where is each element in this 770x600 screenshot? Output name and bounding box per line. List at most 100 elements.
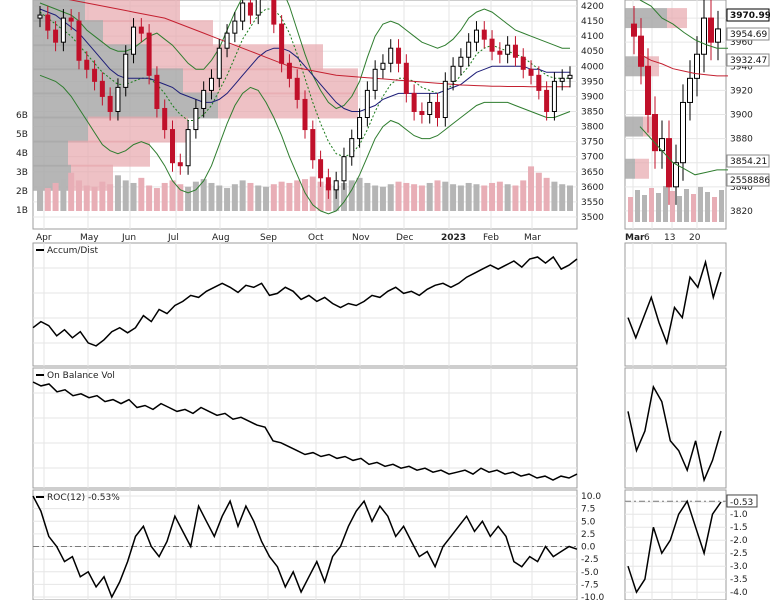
vbp-bar-down [103,20,213,47]
zoom-volume-bar [656,193,661,222]
volume-bar [153,188,160,211]
volume-bar [520,180,527,211]
accum-dist-panel-frame [32,242,578,367]
volume-tick-label: 4B [16,149,28,159]
volume-bar [426,182,433,211]
candle-body [162,107,168,131]
candle-body [388,47,394,64]
volume-bar [356,177,363,211]
volume-bar [146,185,153,211]
price-tick-label: 3900 [581,92,604,102]
candle-body [544,89,550,112]
candle-body [489,38,495,52]
candle-body [99,80,105,97]
volume-bar [535,172,542,211]
candle-body [131,26,137,55]
zoom-date-label: 6 [644,233,650,243]
volume-bar [185,186,192,211]
zoom-volume-bar [684,189,689,222]
zoom-date-label: 13 [664,233,675,243]
zoom-candle-body [680,101,686,164]
roc-zoom-tick-label: -2.0 [730,536,748,546]
zoom-vbp-bar-up [625,8,667,29]
roc-zoom-tick-label: -0.53 [730,498,753,508]
candle-body [419,110,425,115]
price-tick-label: 4200 [581,2,604,12]
volume-bar [122,180,129,211]
volume-bar [216,185,223,211]
roc-legend: ROC(12) -0.53% [47,493,120,503]
zoom-price-tick-label: 3940 [730,62,753,72]
price-tag-box [726,27,770,41]
zoom-price-tick-label: 3820 [730,207,753,217]
volume-bar [403,182,410,211]
candle-body [146,32,152,76]
volume-tick-label: 6B [16,111,28,121]
candle-body [357,117,363,140]
vbp-bar-up [33,92,218,119]
price-tick-label: 3750 [581,138,604,148]
volume-tick-label: 1B [16,206,28,216]
candle-body [364,89,370,119]
zoom-candle-body [631,23,637,37]
volume-bar [83,185,90,211]
accum-dist-legend: Accum/Dist [47,246,99,256]
candle-body [255,0,261,16]
candle-body [53,29,59,43]
volume-bar [379,186,386,211]
zoom-candle-body [715,28,721,43]
sma-mid-line [39,8,570,112]
candle-body [349,138,355,158]
volume-bar [489,182,496,211]
candle-body [170,129,175,164]
month-label: Dec [396,233,413,243]
zoom-volume-bar [719,190,724,222]
candle-body [325,177,331,191]
roc-zoom-tick-label: -3.5 [730,575,748,585]
candle-body [201,89,207,109]
candle-body [302,98,308,131]
roc-tick-label: -2.5 [581,555,599,565]
volume-bar [309,176,316,211]
candle-body [216,47,222,79]
candle-body [115,86,121,112]
volume-bar [348,180,355,211]
volume-bar [528,166,535,211]
volume-bar [231,184,238,211]
candle-body [279,23,285,64]
price-tick-label: 3600 [581,183,604,193]
candle-body [442,80,448,119]
volume-bar [239,180,246,211]
zoom-volume-bar [677,196,682,222]
candle-body [333,180,339,191]
sma-slow-line [68,0,570,88]
roc-last-box [726,494,758,508]
candle-body [76,20,82,61]
volume-bar [504,184,511,211]
volume-by-price-group [33,0,358,191]
volume-bar [567,185,573,211]
zoom-bollinger-lower [639,126,728,176]
candle-body [294,77,300,100]
zoom-candle-body [645,65,651,115]
candle-body [84,59,90,70]
accum-dist-zoom-line [627,259,722,346]
volume-bar [169,180,176,211]
roc-tick-label: 7.5 [581,505,595,515]
candle-body [224,32,230,49]
candle-body [403,62,409,94]
candle-body [411,92,417,112]
candle-body [45,14,51,31]
candle-body [208,77,214,91]
roc-zoom-panel-frame [624,489,727,600]
volume-bar [224,188,231,211]
zoom-volume-bar [698,187,703,222]
price-tick-label: 4000 [581,62,604,72]
candle-body [551,80,557,112]
candle-body [286,62,292,79]
month-label: 2023 [441,233,466,243]
price-tag-text: 2558886 [730,176,770,186]
month-label: Apr [36,233,52,243]
roc-zoom-line [627,499,722,594]
zoom-candle-body [708,17,714,43]
